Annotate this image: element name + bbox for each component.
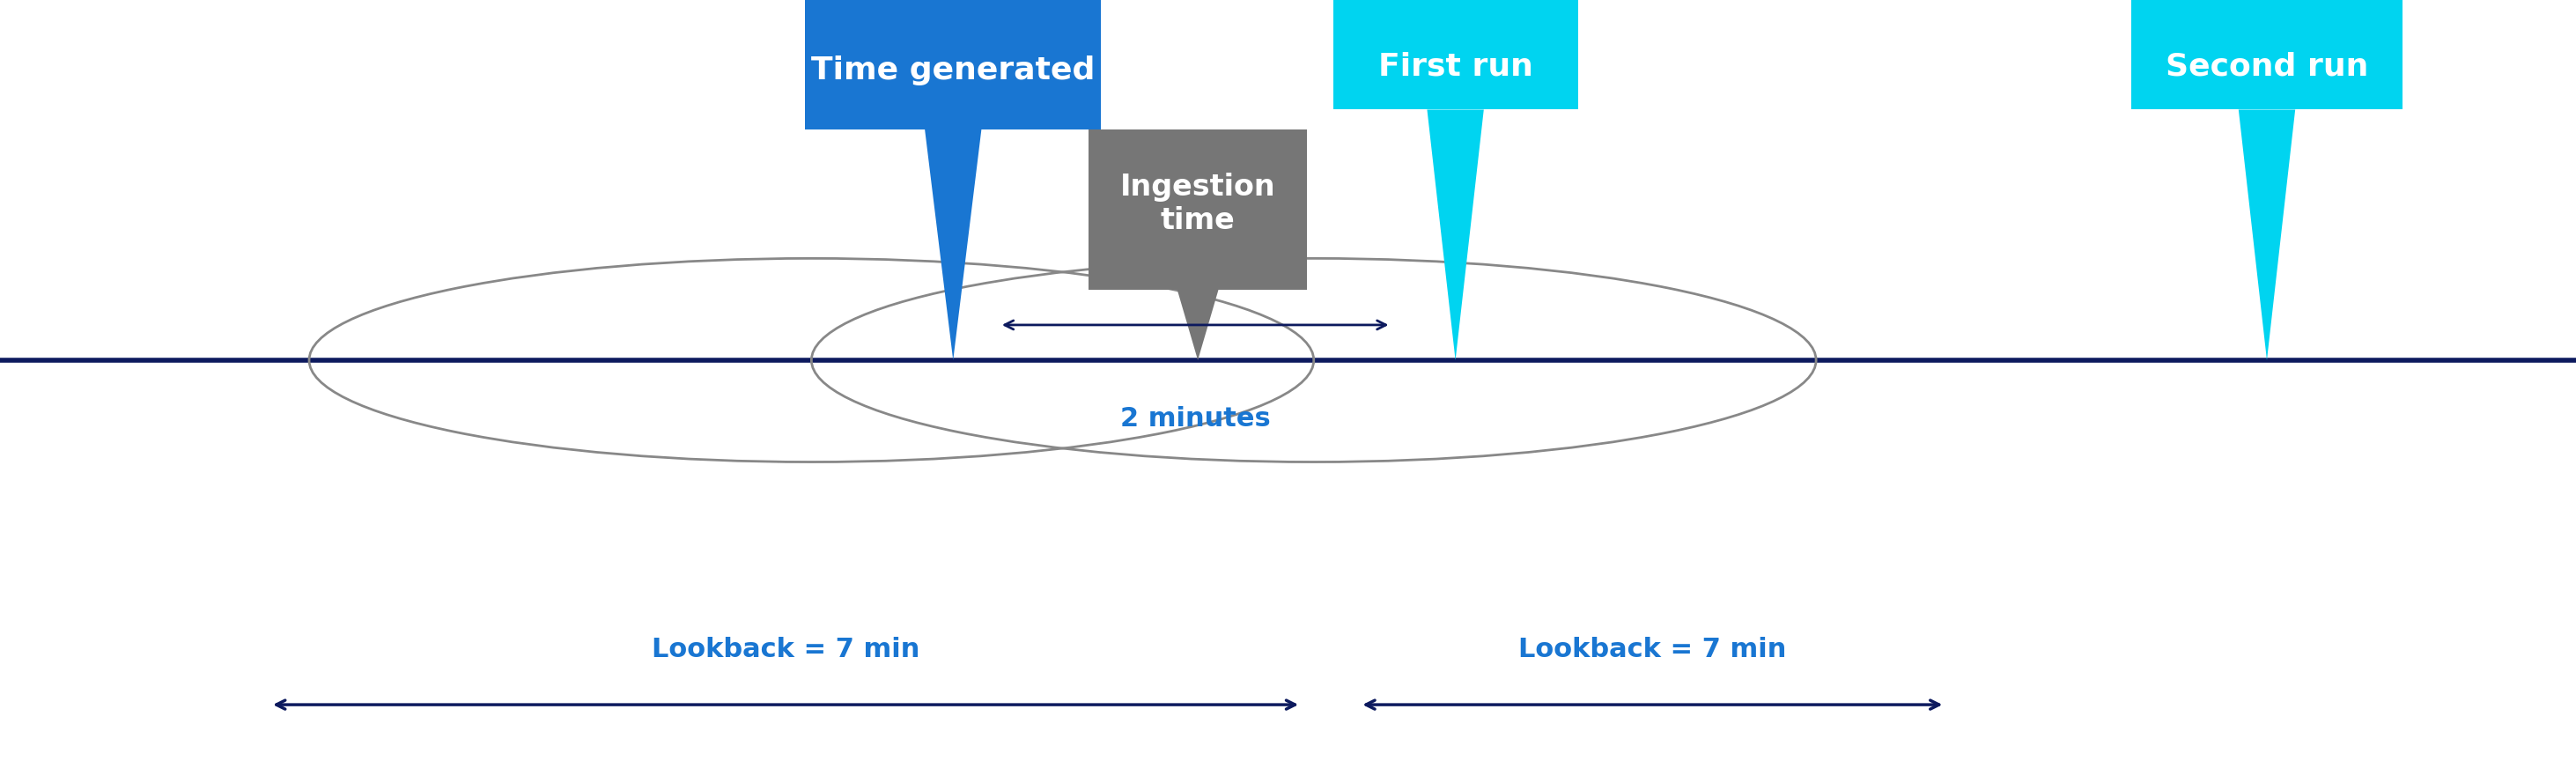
Polygon shape — [1177, 290, 1218, 360]
Polygon shape — [804, 0, 1103, 129]
Polygon shape — [2239, 110, 2295, 360]
Text: 2 minutes: 2 minutes — [1121, 406, 1270, 431]
Polygon shape — [1090, 129, 1309, 290]
Polygon shape — [1334, 0, 1577, 110]
Polygon shape — [925, 129, 981, 360]
Text: Lookback = 7 min: Lookback = 7 min — [652, 637, 920, 662]
Text: First run: First run — [1378, 52, 1533, 81]
Text: Second run: Second run — [2166, 52, 2367, 81]
Text: Ingestion
time: Ingestion time — [1121, 172, 1275, 235]
Polygon shape — [2133, 0, 2401, 110]
Text: Lookback = 7 min: Lookback = 7 min — [1517, 637, 1788, 662]
Text: Time generated: Time generated — [811, 56, 1095, 85]
Polygon shape — [1427, 110, 1484, 360]
